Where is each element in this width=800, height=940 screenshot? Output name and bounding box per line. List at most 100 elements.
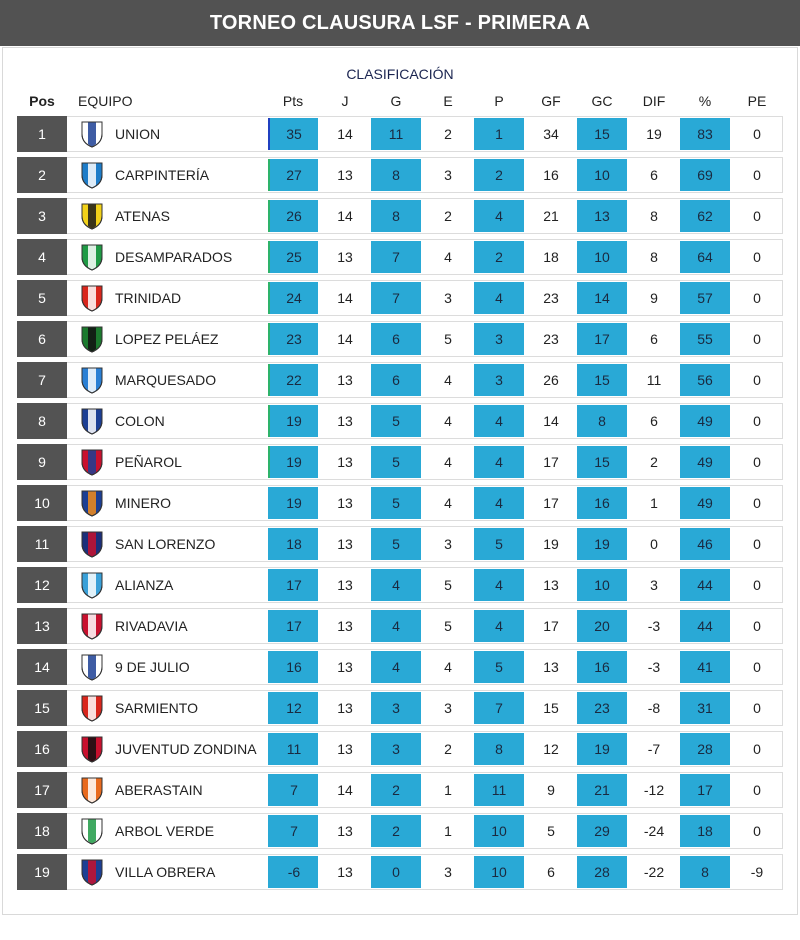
gf-cell: 14 (543, 413, 559, 429)
g-cell: 5 (371, 487, 421, 519)
pts-cell: 22 (268, 364, 318, 396)
gf-cell: 13 (543, 659, 559, 675)
dif-cell: 8 (650, 208, 658, 224)
j-cell: 13 (337, 577, 353, 593)
aberastain-crest-icon (79, 776, 105, 804)
dif-cell: 0 (650, 536, 658, 552)
position-cell: 14 (17, 649, 67, 685)
table-row: 17 ABERASTAIN 7 14 2 1 11 9 21 -12 17 0 (17, 772, 783, 808)
column-header-pct: % (698, 93, 712, 109)
j-cell: 14 (337, 290, 353, 306)
pe-cell: 0 (753, 167, 761, 183)
g-cell: 4 (371, 610, 421, 642)
column-header-gf: GF (541, 93, 561, 109)
table-row: 9 PEÑAROL 19 13 5 4 4 17 15 2 49 0 (17, 444, 783, 480)
table-row: 12 ALIANZA 17 13 4 5 4 13 10 3 44 0 (17, 567, 783, 603)
union-crest-icon (79, 120, 105, 148)
e-cell: 3 (444, 864, 452, 880)
pe-cell: 0 (753, 249, 761, 265)
table-row: 11 SAN LORENZO 18 13 5 3 5 19 19 0 46 0 (17, 526, 783, 562)
j-cell: 13 (337, 413, 353, 429)
p-cell: 3 (474, 323, 524, 355)
pts-cell: 25 (268, 241, 318, 273)
g-cell: 8 (371, 159, 421, 191)
table-row: 18 ARBOL VERDE 7 13 2 1 10 5 29 -24 18 0 (17, 813, 783, 849)
e-cell: 4 (444, 249, 452, 265)
j-cell: 14 (337, 208, 353, 224)
trinidad-crest-icon (79, 284, 105, 312)
position-cell: 2 (17, 157, 67, 193)
san-lorenzo-crest-icon (79, 530, 105, 558)
pts-cell: 27 (268, 159, 318, 191)
column-header-j: J (341, 93, 349, 109)
pct-cell: 83 (680, 118, 730, 150)
dif-cell: 6 (650, 167, 658, 183)
table-row: 5 TRINIDAD 24 14 7 3 4 23 14 9 57 0 (17, 280, 783, 316)
position-cell: 3 (17, 198, 67, 234)
position-cell: 9 (17, 444, 67, 480)
p-cell: 4 (474, 446, 524, 478)
team-name: TRINIDAD (115, 290, 182, 306)
gc-cell: 8 (577, 405, 627, 437)
gc-cell: 10 (577, 159, 627, 191)
e-cell: 4 (444, 495, 452, 511)
team-name: ABERASTAIN (115, 782, 203, 798)
e-cell: 2 (444, 741, 452, 757)
pct-cell: 62 (680, 200, 730, 232)
p-cell: 5 (474, 528, 524, 560)
position-cell: 18 (17, 813, 67, 849)
gf-cell: 17 (543, 495, 559, 511)
gf-cell: 23 (543, 331, 559, 347)
pts-cell: 26 (268, 200, 318, 232)
e-cell: 4 (444, 372, 452, 388)
gc-cell: 14 (577, 282, 627, 314)
position-cell: 7 (17, 362, 67, 398)
gc-cell: 10 (577, 241, 627, 273)
pct-cell: 17 (680, 774, 730, 806)
table-row: 13 RIVADAVIA 17 13 4 5 4 17 20 -3 44 0 (17, 608, 783, 644)
j-cell: 13 (337, 864, 353, 880)
pe-cell: 0 (753, 331, 761, 347)
g-cell: 11 (371, 118, 421, 150)
pct-cell: 57 (680, 282, 730, 314)
pct-cell: 41 (680, 651, 730, 683)
position-cell: 11 (17, 526, 67, 562)
position-cell: 17 (17, 772, 67, 808)
dif-cell: 11 (646, 372, 662, 388)
team-name: PEÑAROL (115, 454, 182, 470)
team-name: ATENAS (115, 208, 170, 224)
team-name: DESAMPARADOS (115, 249, 233, 265)
gc-cell: 20 (577, 610, 627, 642)
pts-cell: 35 (268, 118, 318, 150)
dif-cell: -7 (647, 741, 661, 757)
pe-cell: 0 (753, 659, 761, 675)
pe-cell: -9 (750, 864, 764, 880)
pe-cell: 0 (753, 208, 761, 224)
table-row: 16 JUVENTUD ZONDINA 11 13 3 2 8 12 19 -7 28 0 (17, 731, 783, 767)
juventud-zondina-crest-icon (79, 735, 105, 763)
pct-cell: 55 (680, 323, 730, 355)
column-header-g: G (390, 93, 402, 109)
j-cell: 13 (337, 536, 353, 552)
table-subtitle: CLASIFICACIÓN (346, 66, 454, 82)
dif-cell: -12 (643, 782, 665, 798)
pts-cell: 11 (268, 733, 318, 765)
gc-cell: 19 (577, 528, 627, 560)
g-cell: 7 (371, 282, 421, 314)
column-header-pts: Pts (282, 93, 304, 109)
gc-cell: 23 (577, 692, 627, 724)
e-cell: 3 (444, 290, 452, 306)
pct-cell: 49 (680, 446, 730, 478)
gf-cell: 12 (543, 741, 559, 757)
pts-cell: 16 (268, 651, 318, 683)
e-cell: 4 (444, 659, 452, 675)
atenas-crest-icon (79, 202, 105, 230)
j-cell: 13 (337, 659, 353, 675)
gc-cell: 19 (577, 733, 627, 765)
position-cell: 8 (17, 403, 67, 439)
j-cell: 14 (337, 782, 353, 798)
e-cell: 1 (444, 823, 452, 839)
position-cell: 4 (17, 239, 67, 275)
g-cell: 7 (371, 241, 421, 273)
dif-cell: 6 (650, 331, 658, 347)
